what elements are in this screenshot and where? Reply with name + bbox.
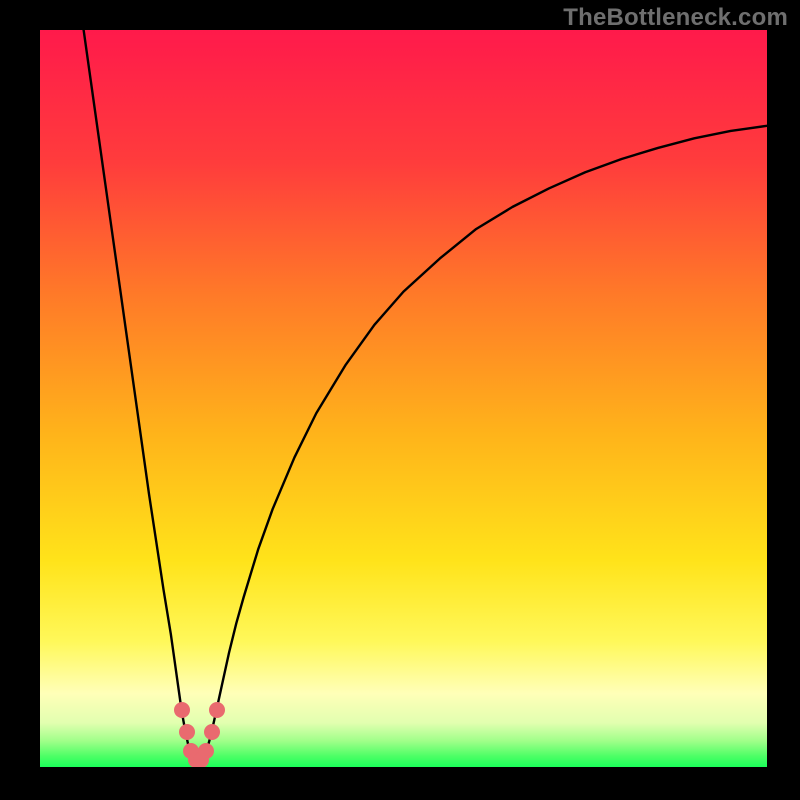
marker-dot	[179, 724, 195, 740]
plot-area	[40, 30, 767, 767]
marker-dot	[209, 702, 225, 718]
marker-dot	[198, 743, 214, 759]
bottleneck-curve	[40, 30, 767, 767]
marker-dot	[174, 702, 190, 718]
curve-path	[84, 30, 767, 763]
marker-dot	[204, 724, 220, 740]
watermark-text: TheBottleneck.com	[563, 4, 788, 32]
stage: TheBottleneck.com	[0, 0, 800, 800]
plot-border	[40, 30, 767, 767]
